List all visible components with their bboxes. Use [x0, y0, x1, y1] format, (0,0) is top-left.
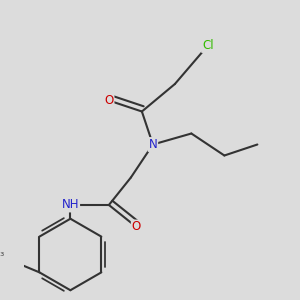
Text: Cl: Cl: [202, 39, 214, 52]
Text: O: O: [104, 94, 113, 107]
Text: CH₃: CH₃: [0, 248, 5, 258]
Text: NH: NH: [61, 199, 79, 212]
Text: N: N: [148, 138, 157, 151]
Text: O: O: [132, 220, 141, 233]
